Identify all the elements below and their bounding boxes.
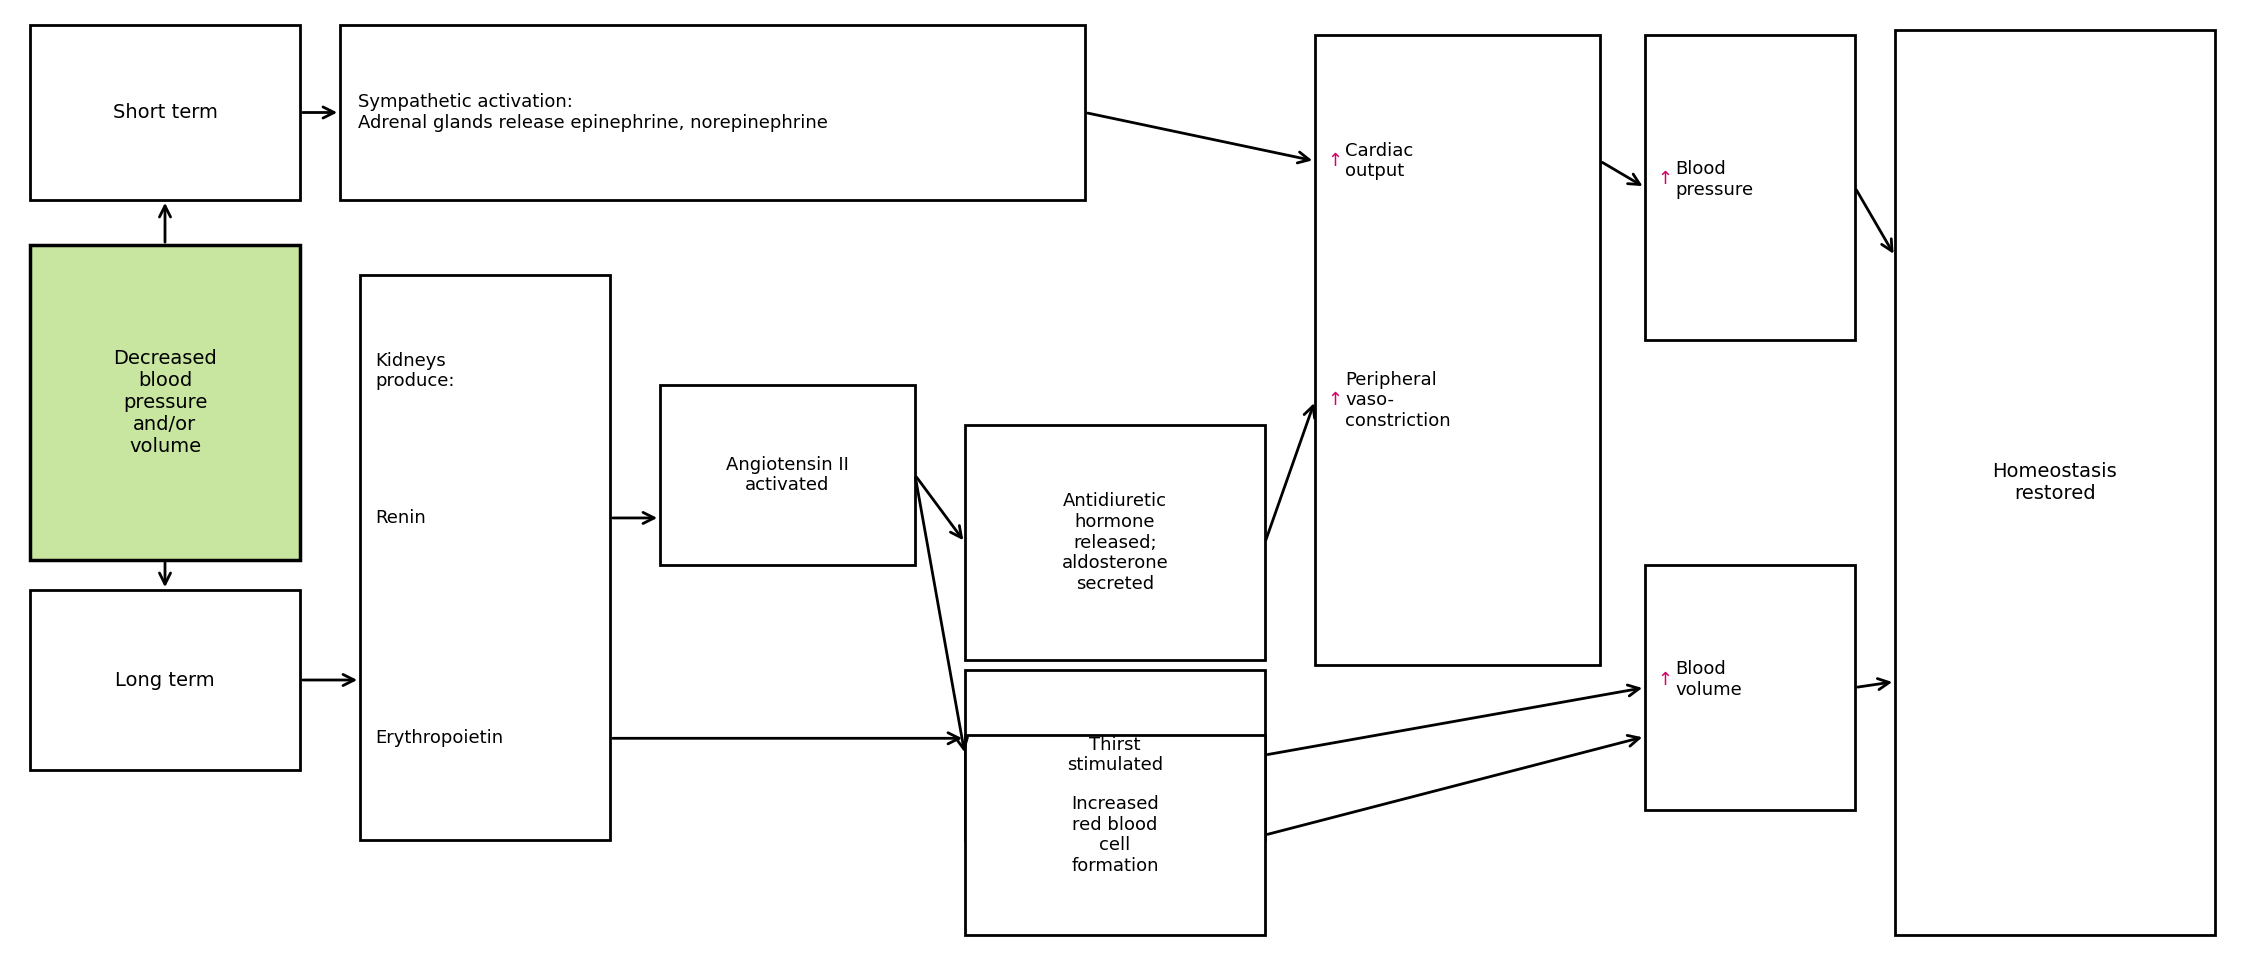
Text: ↑: ↑ <box>1656 170 1672 189</box>
Bar <box>1645 565 1856 810</box>
Text: Erythropoietin: Erythropoietin <box>375 729 503 747</box>
Bar <box>29 25 301 200</box>
Text: Increased
red blood
cell
formation: Increased red blood cell formation <box>1070 795 1158 875</box>
Text: Sympathetic activation:
Adrenal glands release epinephrine, norepinephrine: Sympathetic activation: Adrenal glands r… <box>359 93 828 132</box>
Bar <box>359 275 610 840</box>
Text: Angiotensin II
activated: Angiotensin II activated <box>727 456 848 495</box>
Bar <box>341 25 1086 200</box>
Text: ↑: ↑ <box>1656 671 1672 688</box>
Text: Renin: Renin <box>375 509 426 527</box>
Text: ↑: ↑ <box>1326 152 1342 170</box>
Bar <box>1894 30 2215 935</box>
Bar <box>29 590 301 770</box>
Bar <box>1645 35 1856 340</box>
Text: Kidneys
produce:: Kidneys produce: <box>375 352 456 391</box>
Bar <box>965 425 1266 660</box>
Text: Cardiac
output: Cardiac output <box>1344 142 1414 181</box>
Text: ↑: ↑ <box>1326 392 1342 409</box>
Bar <box>660 385 916 565</box>
Text: Decreased
blood
pressure
and/or
volume: Decreased blood pressure and/or volume <box>112 349 218 456</box>
Bar <box>1315 35 1600 665</box>
Text: Long term: Long term <box>114 671 215 689</box>
Bar <box>29 245 301 560</box>
Text: Peripheral
vaso-
constriction: Peripheral vaso- constriction <box>1344 370 1450 431</box>
Bar <box>965 735 1266 935</box>
Text: Antidiuretic
hormone
released;
aldosterone
secreted: Antidiuretic hormone released; aldostero… <box>1061 492 1169 593</box>
Bar <box>965 670 1266 840</box>
Text: Thirst
stimulated: Thirst stimulated <box>1066 736 1162 775</box>
Text: Homeostasis
restored: Homeostasis restored <box>1993 462 2118 503</box>
Text: Blood
volume: Blood volume <box>1674 660 1741 699</box>
Text: Short term: Short term <box>112 103 218 122</box>
Text: Blood
pressure: Blood pressure <box>1674 160 1753 199</box>
